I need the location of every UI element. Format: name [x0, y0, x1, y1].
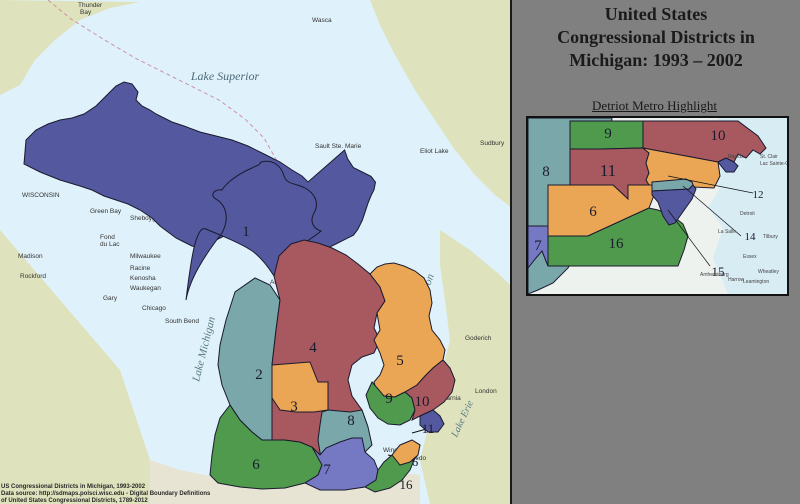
svg-text:10: 10	[711, 128, 726, 144]
svg-text:12: 12	[753, 189, 764, 201]
svg-text:Goderich: Goderich	[465, 335, 492, 342]
svg-text:Kenosha: Kenosha	[130, 275, 156, 282]
svg-text:8: 8	[347, 413, 355, 429]
svg-text:16: 16	[609, 236, 625, 252]
svg-text:Green Bay: Green Bay	[90, 208, 122, 215]
svg-text:Sault Ste. Marie: Sault Ste. Marie	[315, 143, 362, 150]
svg-text:du Lac: du Lac	[100, 241, 120, 248]
svg-text:London: London	[475, 388, 497, 395]
svg-text:Racine: Racine	[130, 265, 151, 272]
svg-text:9: 9	[385, 391, 393, 407]
svg-text:Data source: http://sdmaps.pol: Data source: http://sdmaps.polsci.wisc.e…	[1, 491, 211, 497]
svg-text:2: 2	[255, 367, 263, 383]
svg-text:Chicago: Chicago	[142, 305, 166, 312]
svg-text:7: 7	[534, 238, 542, 254]
svg-text:Detroit: Detroit	[740, 211, 755, 217]
svg-text:9: 9	[604, 126, 612, 142]
svg-text:Amherstburg: Amherstburg	[700, 272, 729, 278]
svg-text:South Bend: South Bend	[165, 318, 199, 325]
svg-text:Wasca: Wasca	[312, 17, 332, 24]
svg-text:Fond: Fond	[100, 234, 115, 241]
svg-text:Wheatley: Wheatley	[758, 269, 779, 275]
svg-text:Rapids: Rapids	[728, 154, 744, 160]
svg-text:US Congressional Districts in: US Congressional Districts in Michigan, …	[1, 484, 146, 490]
svg-text:Madison: Madison	[18, 253, 43, 260]
svg-text:5: 5	[396, 353, 404, 369]
svg-text:Sudbury: Sudbury	[480, 140, 505, 147]
svg-text:Gary: Gary	[103, 295, 118, 302]
svg-text:Essex: Essex	[743, 254, 757, 260]
svg-text:11: 11	[600, 161, 616, 180]
svg-text:Lac Sainte-Claire: Lac Sainte-Claire	[760, 161, 787, 167]
svg-text:10: 10	[415, 394, 430, 410]
svg-text:Eliot Lake: Eliot Lake	[420, 148, 449, 155]
svg-text:6: 6	[412, 454, 419, 469]
svg-text:Leamington: Leamington	[743, 279, 769, 285]
svg-text:14: 14	[745, 231, 757, 243]
svg-text:16: 16	[400, 477, 414, 492]
svg-text:Milwaukee: Milwaukee	[130, 253, 161, 260]
svg-text:1: 1	[242, 224, 250, 240]
svg-text:6: 6	[589, 204, 597, 220]
svg-text:3: 3	[290, 399, 298, 415]
svg-text:4: 4	[309, 340, 317, 356]
svg-text:St. Clair: St. Clair	[760, 154, 778, 160]
svg-text:of United States Congressional: of United States Congressional Districts…	[1, 498, 148, 504]
svg-text:8: 8	[542, 164, 550, 180]
svg-text:Bay: Bay	[80, 9, 92, 16]
svg-text:La Salle: La Salle	[718, 229, 736, 235]
svg-text:6: 6	[252, 457, 260, 473]
svg-text:Waukegan: Waukegan	[130, 285, 161, 292]
svg-text:11: 11	[422, 421, 435, 436]
svg-text:Rockford: Rockford	[20, 273, 46, 280]
svg-text:Thunder: Thunder	[78, 2, 103, 9]
svg-text:WISCONSIN: WISCONSIN	[22, 192, 60, 199]
svg-text:Tilbury: Tilbury	[763, 234, 778, 240]
svg-text:Lake Superior: Lake Superior	[190, 69, 260, 83]
svg-text:7: 7	[323, 462, 331, 478]
svg-text:Harrow: Harrow	[728, 277, 745, 283]
